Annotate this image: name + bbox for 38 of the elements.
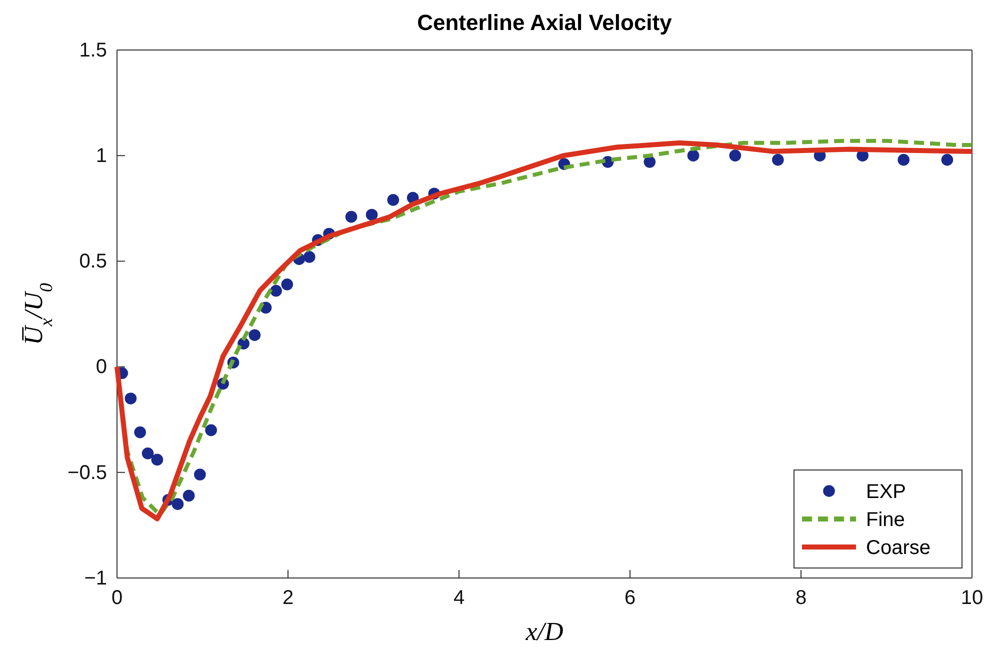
point bbox=[142, 447, 154, 460]
chart-title: Centerline Axial Velocity bbox=[417, 10, 673, 35]
y-tick-label: 0 bbox=[96, 356, 107, 378]
x-tick-label: 6 bbox=[624, 587, 636, 610]
legend-label: Coarse bbox=[866, 537, 930, 559]
x-tick-label: 4 bbox=[453, 587, 465, 610]
y-tick-label: 0.5 bbox=[79, 250, 107, 273]
point bbox=[644, 156, 656, 168]
x-tick-label: 10 bbox=[960, 587, 984, 610]
point bbox=[134, 426, 146, 438]
point bbox=[387, 194, 400, 206]
point bbox=[898, 154, 910, 166]
point bbox=[281, 278, 294, 290]
point bbox=[182, 490, 195, 502]
point bbox=[729, 150, 742, 162]
point bbox=[124, 392, 137, 404]
point bbox=[366, 208, 378, 221]
y-tick-label: −1 bbox=[84, 567, 107, 590]
y-tick-label: 1.5 bbox=[79, 39, 107, 62]
x-tick-label: 2 bbox=[282, 587, 294, 610]
y-tick-label: −0.5 bbox=[68, 462, 107, 484]
point bbox=[270, 284, 282, 297]
point bbox=[172, 498, 184, 510]
point bbox=[345, 210, 358, 223]
point bbox=[687, 150, 700, 162]
x-axis-title: x/D bbox=[524, 617, 564, 646]
legend-label: Fine bbox=[866, 509, 905, 531]
point bbox=[248, 329, 261, 342]
legend-label: EXP bbox=[866, 481, 906, 503]
point bbox=[205, 424, 217, 436]
point bbox=[772, 154, 784, 166]
point bbox=[303, 251, 316, 263]
point bbox=[151, 454, 164, 466]
point bbox=[941, 154, 954, 166]
y-tick-label: 1 bbox=[96, 145, 107, 167]
x-tick-label: 8 bbox=[795, 587, 807, 610]
point bbox=[194, 468, 206, 480]
x-tick-label: 0 bbox=[111, 587, 123, 610]
